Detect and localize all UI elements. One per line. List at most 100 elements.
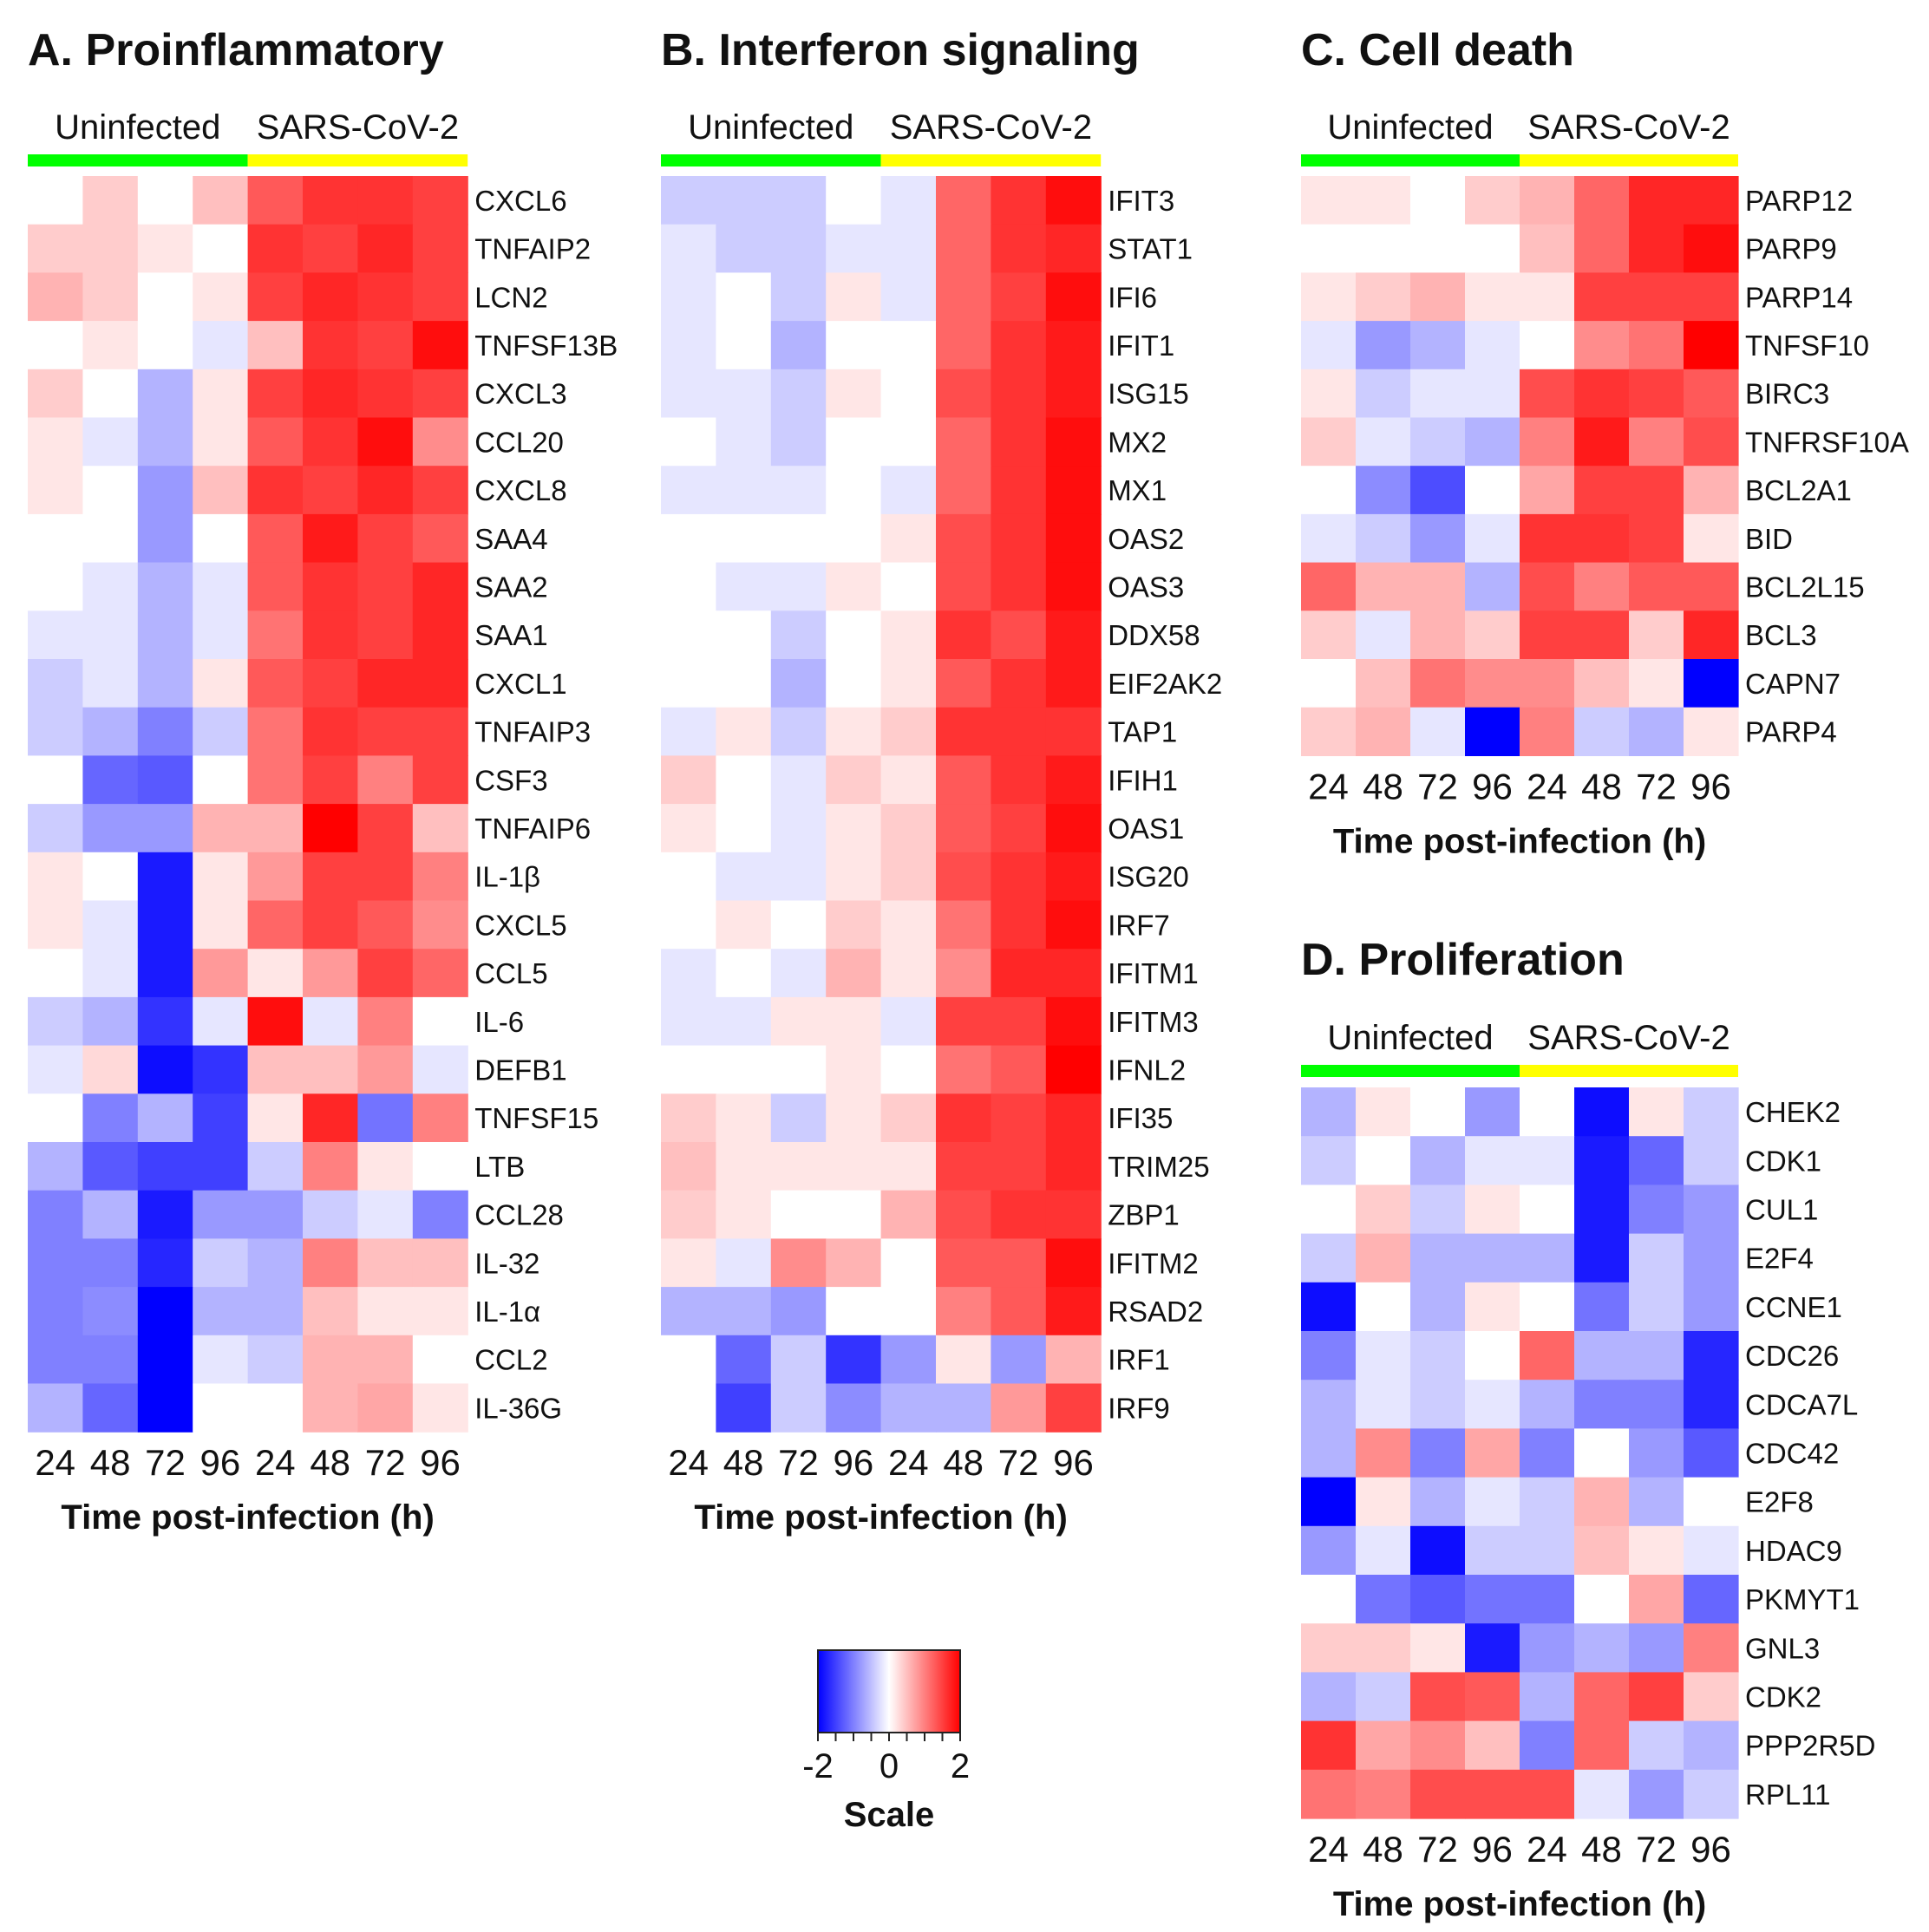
heatmap-cell [303,900,358,950]
row-label: BCL2L15 [1745,571,1865,604]
scale-tick-label: -2 [802,1747,834,1785]
heatmap-cell [247,321,304,370]
column-tick-label: 96 [1690,766,1731,806]
heatmap-cell [28,224,83,273]
heatmap-cell [661,1093,716,1143]
heatmap-cell [357,466,414,515]
heatmap-cell [28,755,83,805]
heatmap-cell [1045,272,1102,322]
heatmap-cell [303,224,358,273]
heatmap-cell [1574,1282,1630,1332]
heatmap-cell [193,272,249,322]
heatmap-cell [716,659,772,708]
heatmap-cell [1629,417,1684,467]
column-tick-label: 48 [1581,1829,1622,1870]
heatmap-cell [1520,321,1575,370]
heatmap-cell [412,513,468,564]
group-bar-uninfected [28,154,248,166]
heatmap-cell [28,1383,83,1433]
column-tick-label: 24 [1308,766,1349,806]
heatmap-cell [1301,369,1357,419]
heatmap-cell [1045,996,1102,1047]
row-label: PKMYT1 [1745,1583,1860,1615]
heatmap-cell [193,659,249,708]
heatmap-cell [303,321,358,370]
heatmap-cell [1356,707,1411,756]
heatmap-cell [137,852,193,902]
heatmap-cell [1045,321,1102,370]
row-label: TAP1 [1108,716,1177,748]
heatmap-cell [826,1190,882,1239]
heatmap-cell [991,466,1047,515]
heatmap-cell [880,1287,937,1336]
heatmap-cell [412,659,468,708]
heatmap-cell [661,562,716,611]
heatmap-cell [412,562,468,611]
heatmap-cell [357,610,414,660]
heatmap-cell [357,321,414,370]
heatmap-cell [936,1287,991,1336]
column-tick-label: 48 [1363,766,1403,806]
heatmap-cell [193,1045,249,1094]
heatmap-cell [991,1238,1047,1288]
heatmap-cell [357,1287,414,1336]
heatmap-cell [247,996,304,1047]
heatmap-cell [1684,224,1739,273]
heatmap-cell [1465,466,1520,515]
heatmap-cell [716,949,772,998]
group-label-uninfected: Uninfected [1327,1019,1493,1057]
heatmap-cell [1410,176,1466,225]
heatmap-cell [247,1335,304,1385]
x-axis-label: Time post-infection (h) [1333,1885,1706,1923]
heatmap-cell [991,996,1047,1047]
panel-title: A. Proinflammatory [28,25,444,75]
heatmap-cell [412,804,468,853]
heatmap-cell [357,1045,414,1094]
heatmap-cell [28,417,83,467]
heatmap-cell [1684,417,1739,467]
column-tick-label: 72 [1417,1829,1458,1870]
heatmap-cell [1465,1477,1520,1527]
heatmap-cell [936,804,991,853]
heatmap-cell [412,466,468,515]
row-label: EIF2AK2 [1108,668,1222,700]
heatmap-cell [991,321,1047,370]
heatmap-cell [880,610,937,660]
heatmap-cell [936,1093,991,1143]
heatmap-cell [661,1287,716,1336]
heatmap-cell [1410,224,1466,273]
heatmap-cell [1574,1185,1630,1235]
heatmap-cell [1410,1380,1466,1429]
heatmap-cell [716,562,772,611]
heatmap-cell [193,1335,249,1385]
heatmap-cell [82,1238,139,1288]
heatmap-cell [991,610,1047,660]
heatmap-cell [82,707,139,756]
heatmap-cell [1356,1720,1411,1771]
heatmap-cell [247,562,304,611]
heatmap-cell [247,1287,304,1336]
scale-gradient-bar [817,1649,961,1733]
heatmap-cell [1684,610,1739,660]
heatmap-cell [936,321,991,370]
row-label: IFNL2 [1108,1054,1186,1086]
heatmap-cell [1684,1623,1739,1673]
heatmap-cell [880,176,937,225]
heatmap-cell [1301,466,1357,515]
row-label: PARP4 [1745,716,1837,748]
heatmap-cell [247,755,304,805]
heatmap-cell [1520,1623,1575,1673]
row-label: IFITM2 [1108,1247,1199,1279]
heatmap-cell [1356,1575,1411,1624]
heatmap-cell [770,996,827,1047]
heatmap-cell [357,176,414,225]
heatmap-cell [936,1142,991,1191]
heatmap-cell [28,176,83,225]
row-label: CAPN7 [1745,668,1841,700]
heatmap-cell [247,1142,304,1191]
heatmap-cell [1629,1477,1684,1527]
heatmap-cell [991,1383,1047,1433]
heatmap-cell [303,272,358,322]
row-label: TNFAIP2 [474,233,591,265]
heatmap-cell [936,1238,991,1288]
